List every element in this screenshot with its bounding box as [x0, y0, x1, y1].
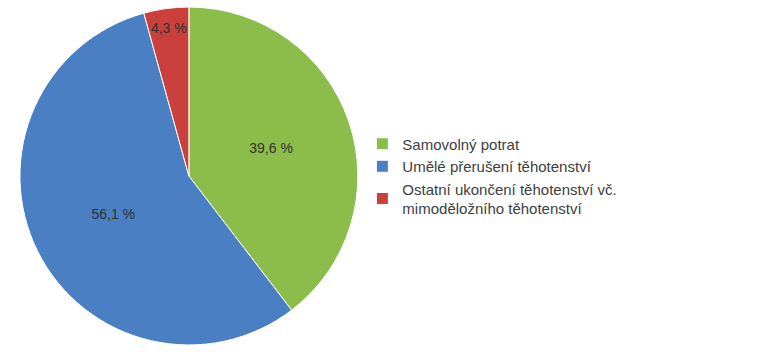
svg-text:Samovolný potrat: Samovolný potrat [402, 136, 520, 153]
svg-text:39,6 %: 39,6 % [249, 140, 293, 156]
svg-text:56,1 %: 56,1 % [91, 206, 135, 222]
svg-text:Umělé přerušení těhotenství: Umělé přerušení těhotenství [402, 158, 591, 175]
svg-text:4,3 %: 4,3 % [151, 20, 187, 36]
svg-text:Ostatní ukončení těhotenství v: Ostatní ukončení těhotenství vč.mimodělo… [402, 181, 616, 218]
